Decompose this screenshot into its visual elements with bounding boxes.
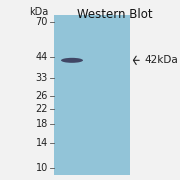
Text: 70: 70	[36, 17, 48, 27]
Text: 42kDa: 42kDa	[144, 55, 178, 65]
Text: 26: 26	[36, 91, 48, 101]
Text: 33: 33	[36, 73, 48, 83]
Text: 10: 10	[36, 163, 48, 173]
Text: 22: 22	[35, 104, 48, 114]
Text: 18: 18	[36, 119, 48, 129]
Ellipse shape	[61, 58, 83, 63]
Text: Western Blot: Western Blot	[77, 8, 153, 21]
Text: 14: 14	[36, 138, 48, 148]
Text: 44: 44	[36, 52, 48, 62]
Bar	[54, 15, 130, 175]
Text: kDa: kDa	[29, 7, 48, 17]
